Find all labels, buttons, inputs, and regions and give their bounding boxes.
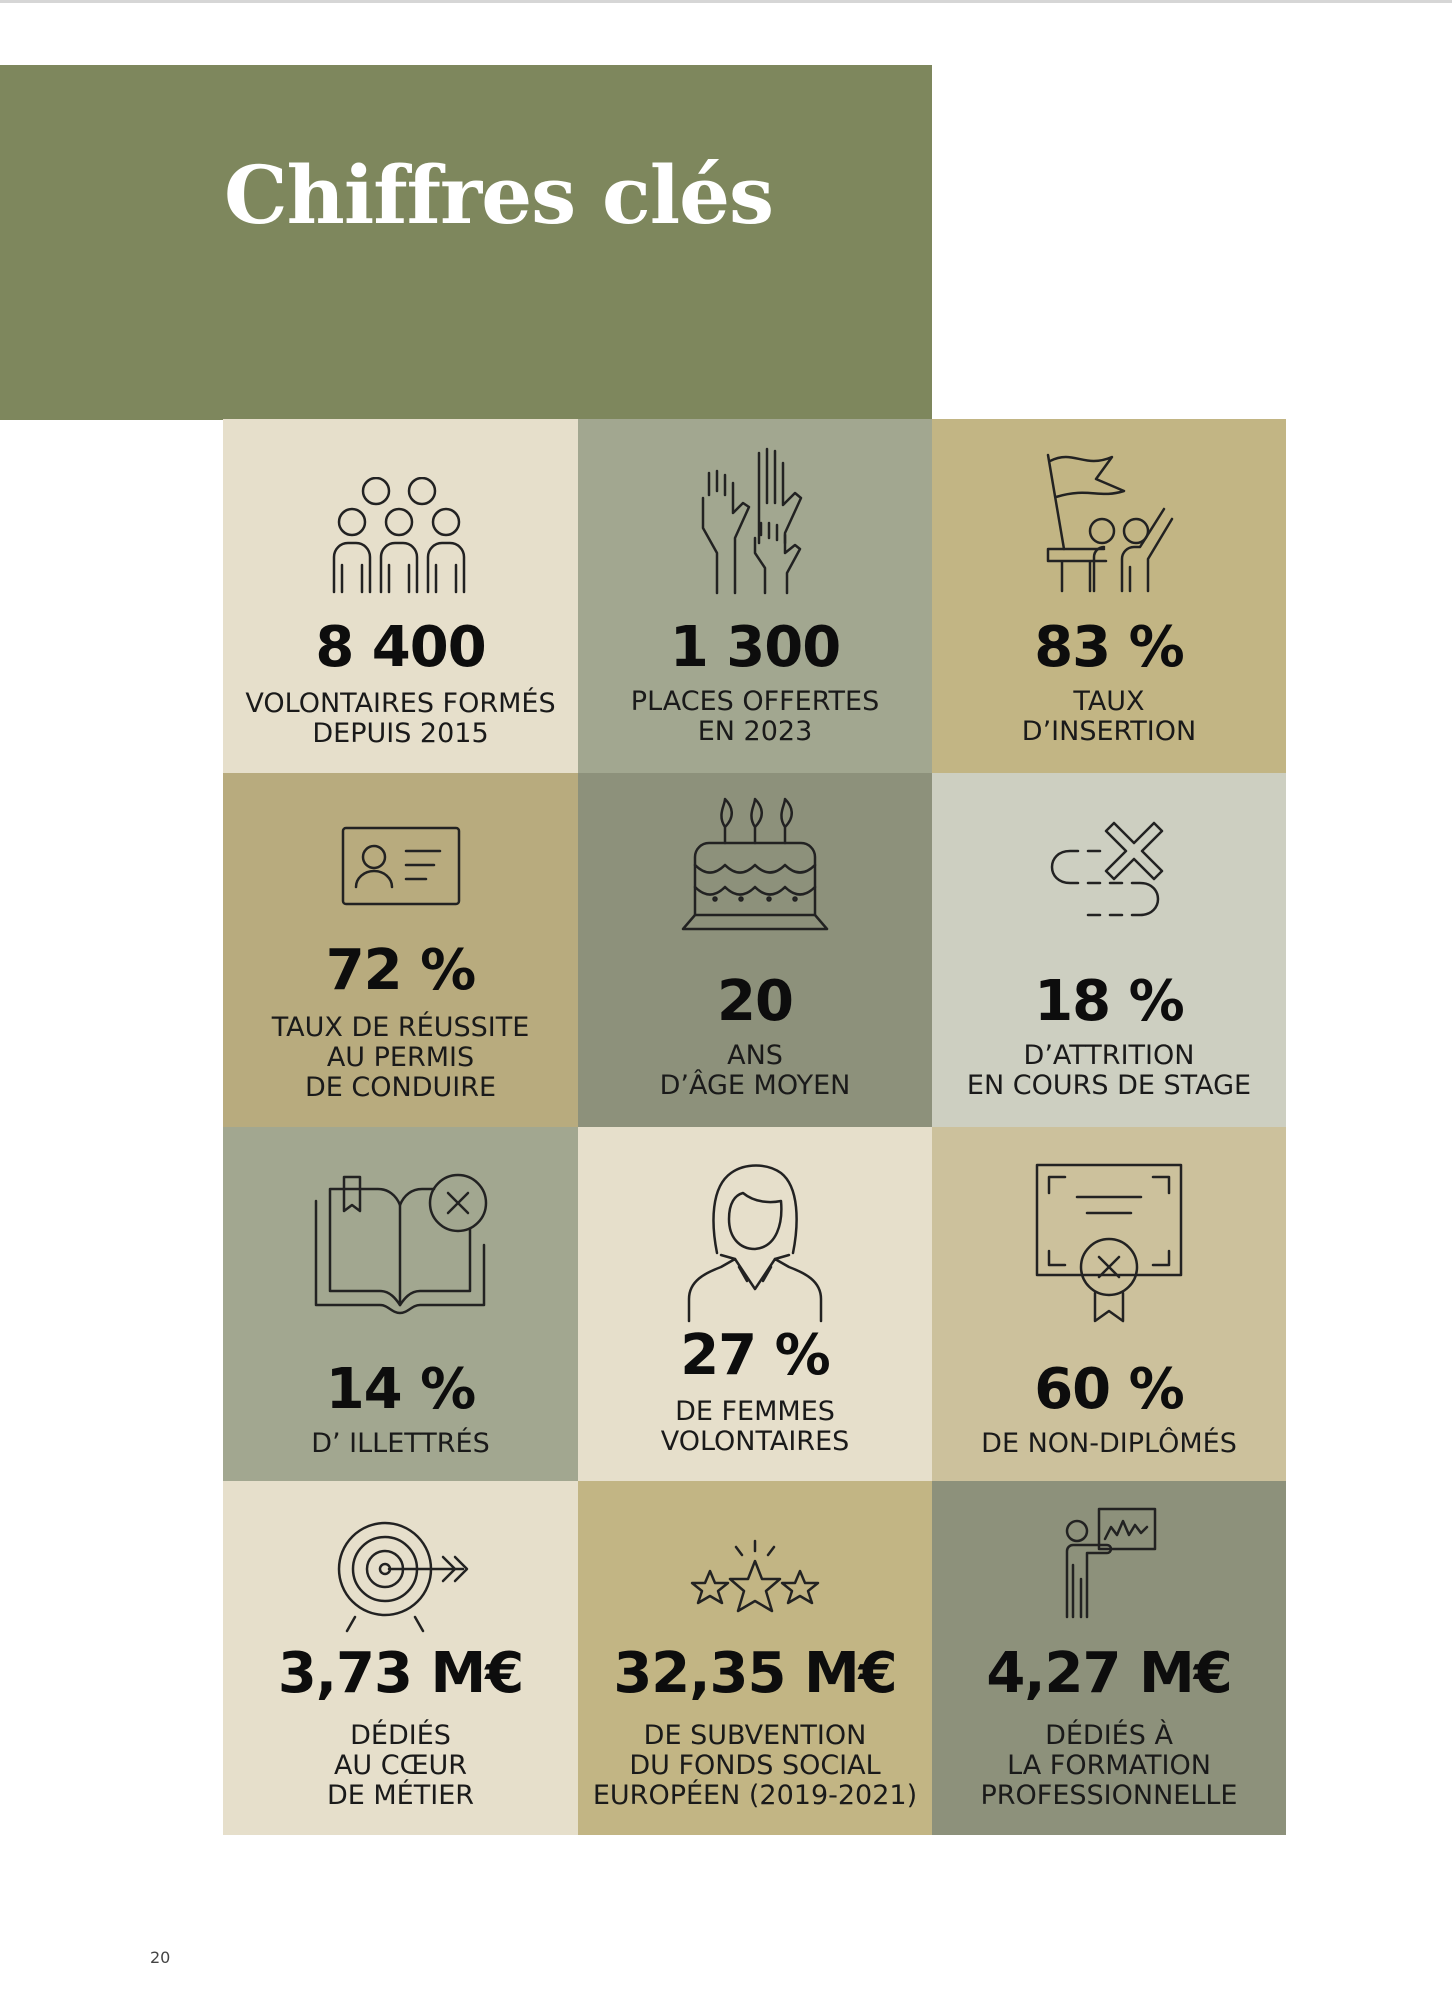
stat-value: 4,27 M€ <box>986 1641 1232 1706</box>
key-figures-grid: 8 400 VOLONTAIRES FORMÉS DEPUIS 2015 1 3… <box>223 419 1286 1835</box>
stat-label: DE FEMMES VOLONTAIRES <box>660 1396 850 1457</box>
stat-value: 83 % <box>1034 615 1185 680</box>
dashed-path-cross-icon <box>1044 813 1174 943</box>
target-arrow-icon <box>331 1517 471 1633</box>
people-with-flag-icon <box>1034 449 1184 599</box>
stat-value: 27 % <box>680 1323 831 1388</box>
page-title: Chiffres clés <box>224 148 774 242</box>
title-banner <box>0 65 932 420</box>
stat-label: ANS D’ÂGE MOYEN <box>659 1040 851 1101</box>
three-stars-icon <box>690 1539 820 1623</box>
stat-label: TAUX DE RÉUSSITE AU PERMIS DE CONDUIRE <box>271 1012 530 1103</box>
stat-value: 8 400 <box>315 615 486 680</box>
stat-tile-attrition: 18 % D’ATTRITION EN COURS DE STAGE <box>932 773 1286 1127</box>
stat-tile-fonds-social: 32,35 M€ DE SUBVENTION DU FONDS SOCIAL E… <box>578 1481 932 1835</box>
stat-value: 20 <box>717 969 794 1034</box>
birthday-cake-icon <box>679 795 831 935</box>
stat-tile-femmes: 27 % DE FEMMES VOLONTAIRES <box>578 1127 932 1481</box>
stat-label: PLACES OFFERTES EN 2023 <box>630 686 880 747</box>
page-number: 20 <box>150 1948 171 1967</box>
stat-value: 14 % <box>325 1357 477 1422</box>
stat-label: D’ATTRITION EN COURS DE STAGE <box>966 1040 1252 1101</box>
stat-tile-illettres: 14 % D’ ILLETTRÉS <box>223 1127 578 1481</box>
book-cross-icon <box>308 1165 494 1315</box>
stat-label: DE NON-DIPLÔMÉS <box>981 1428 1237 1459</box>
stat-label: VOLONTAIRES FORMÉS DEPUIS 2015 <box>245 688 556 749</box>
stat-tile-age-moyen: 20 ANS D’ÂGE MOYEN <box>578 773 932 1127</box>
top-divider <box>0 0 1452 3</box>
stat-tile-formation-pro: 4,27 M€ DÉDIÉS À LA FORMATION PROFESSION… <box>932 1481 1286 1835</box>
stat-label: D’ ILLETTRÉS <box>311 1428 490 1459</box>
stat-tile-places-offertes: 1 300 PLACES OFFERTES EN 2023 <box>578 419 932 773</box>
stat-label: TAUX D’INSERTION <box>1021 686 1197 747</box>
stat-value: 60 % <box>1034 1357 1185 1422</box>
stat-tile-coeur-metier: 3,73 M€ DÉDIÉS AU CŒUR DE MÉTIER <box>223 1481 578 1835</box>
group-of-people-icon <box>326 477 476 597</box>
certificate-cross-icon <box>1033 1161 1185 1327</box>
stat-tile-volontaires-formes: 8 400 VOLONTAIRES FORMÉS DEPUIS 2015 <box>223 419 578 773</box>
id-card-icon <box>340 825 462 907</box>
stat-tile-permis-conduire: 72 % TAUX DE RÉUSSITE AU PERMIS DE CONDU… <box>223 773 578 1127</box>
stat-tile-taux-insertion: 83 % TAUX D’INSERTION <box>932 419 1286 773</box>
stat-value: 72 % <box>325 938 477 1003</box>
raised-hands-icon <box>695 443 815 598</box>
stat-label: DE SUBVENTION DU FONDS SOCIAL EUROPÉEN (… <box>592 1720 918 1811</box>
presenter-board-icon <box>1059 1505 1159 1627</box>
stat-label: DÉDIÉS AU CŒUR DE MÉTIER <box>326 1720 475 1811</box>
stat-value: 3,73 M€ <box>277 1641 524 1706</box>
woman-icon <box>685 1163 825 1323</box>
stat-value: 32,35 M€ <box>613 1641 897 1706</box>
stat-tile-non-diplomes: 60 % DE NON-DIPLÔMÉS <box>932 1127 1286 1481</box>
stat-value: 18 % <box>1034 969 1185 1034</box>
stat-label: DÉDIÉS À LA FORMATION PROFESSIONNELLE <box>980 1720 1238 1811</box>
stat-value: 1 300 <box>669 615 841 680</box>
